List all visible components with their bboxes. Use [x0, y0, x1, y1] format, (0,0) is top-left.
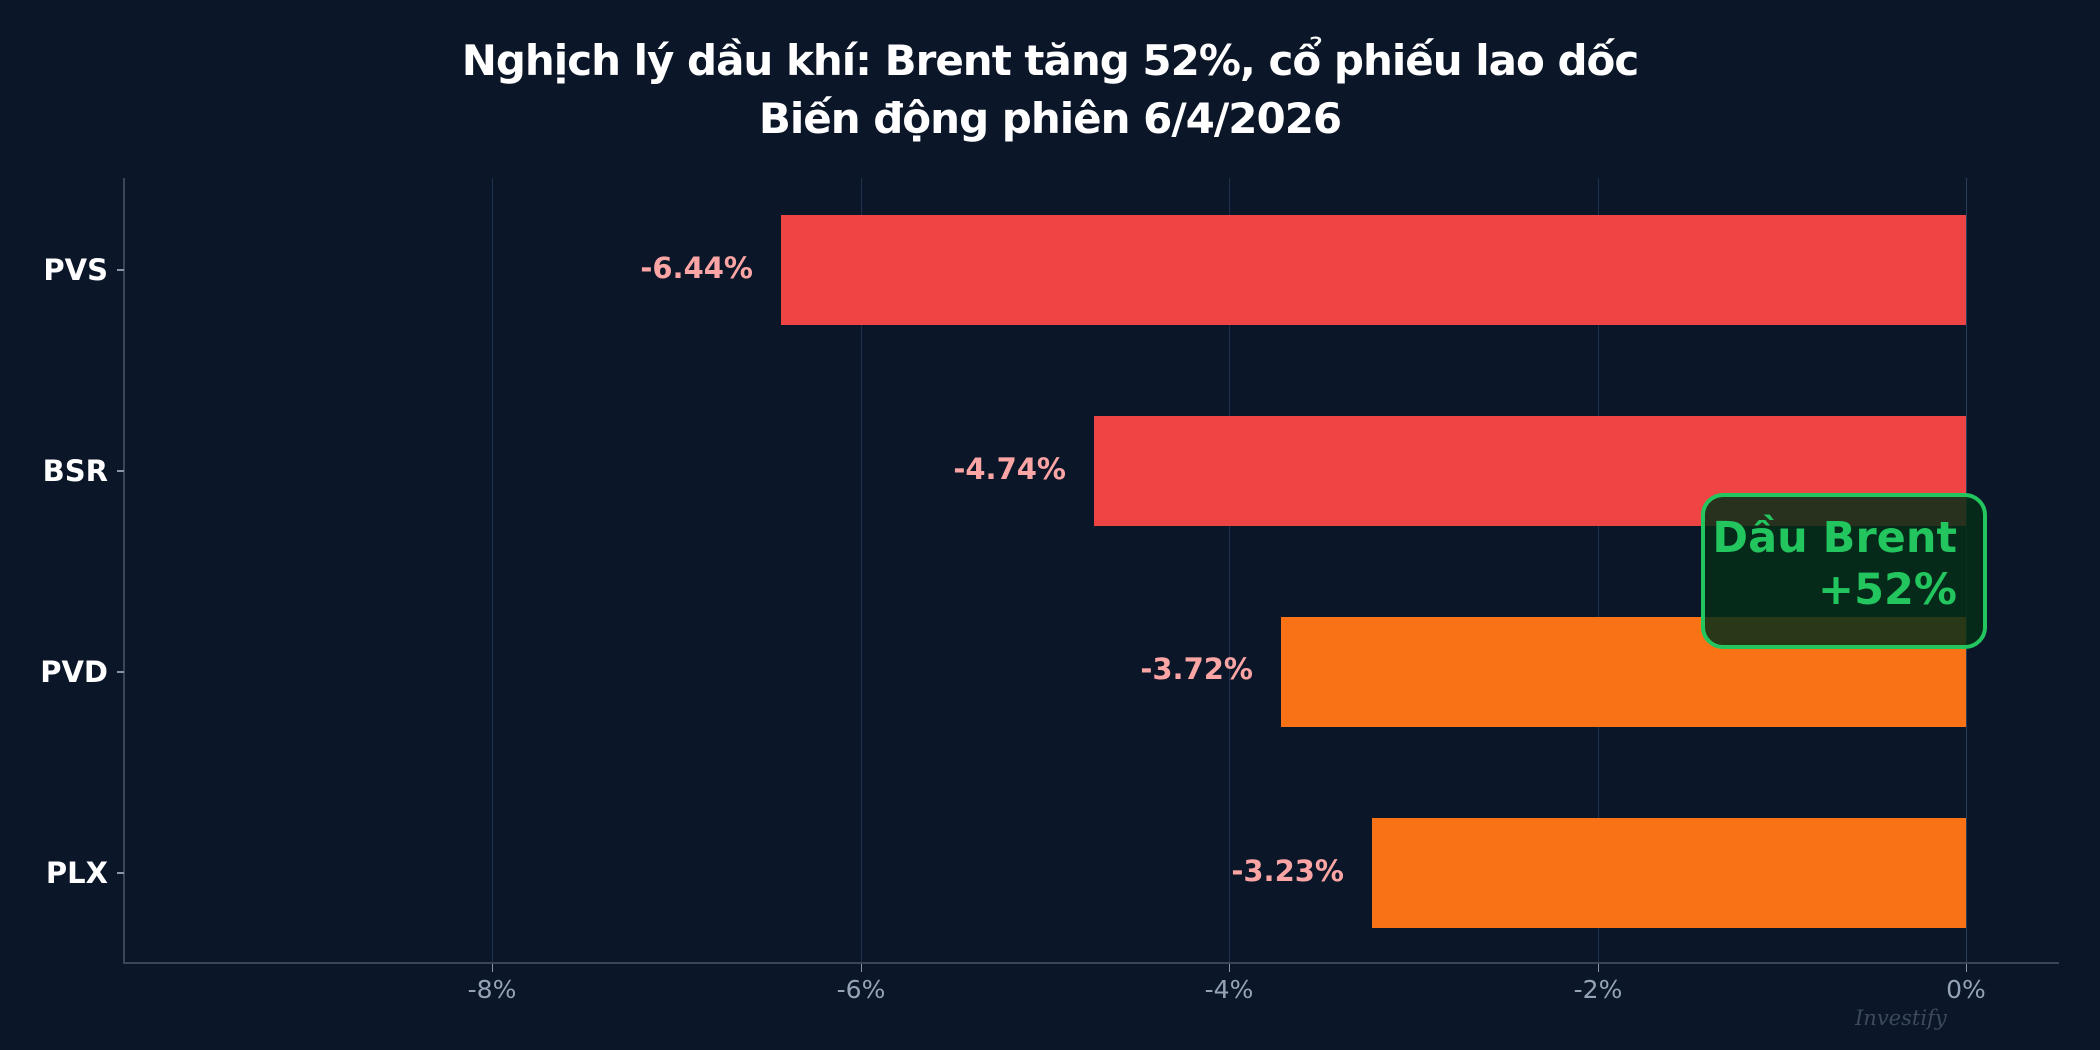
- y-label-pvd: PVD: [40, 655, 108, 689]
- chart-title-line1: Nghịch lý dầu khí: Brent tăng 52%, cổ ph…: [461, 36, 1640, 85]
- annotation-line1: Dầu Brent: [1712, 513, 1957, 563]
- x-label: -4%: [1204, 975, 1254, 1004]
- x-tick: [1598, 964, 1599, 972]
- value-label-pvs: -6.44%: [640, 251, 753, 285]
- y-tick: [117, 470, 124, 472]
- x-tick: [1229, 964, 1230, 972]
- watermark: Investify: [1855, 1006, 1947, 1030]
- brent-annotation-box: Dầu Brent +52%: [1701, 493, 1987, 649]
- gridline: [861, 178, 862, 962]
- value-label-plx: -3.23%: [1231, 854, 1344, 888]
- y-tick: [117, 872, 124, 874]
- x-label: -6%: [836, 975, 886, 1004]
- value-label-bsr: -4.74%: [953, 452, 1066, 486]
- x-tick: [1966, 964, 1967, 972]
- bar-pvs: [781, 215, 1966, 325]
- x-label: -2%: [1573, 975, 1623, 1004]
- gridline: [1229, 178, 1230, 962]
- x-label: 0%: [1946, 975, 1986, 1004]
- x-axis-spine: [123, 962, 2059, 964]
- annotation-line2: +52%: [1818, 565, 1957, 615]
- y-tick: [117, 671, 124, 673]
- bar-plx: [1372, 818, 1966, 928]
- y-label-bsr: BSR: [42, 454, 108, 488]
- x-label: -8%: [467, 975, 517, 1004]
- y-label-pvs: PVS: [43, 253, 108, 287]
- value-label-pvd: -3.72%: [1140, 652, 1253, 686]
- y-label-plx: PLX: [45, 856, 108, 890]
- chart-subtitle: Biến động phiên 6/4/2026: [758, 94, 1342, 143]
- gridline: [1598, 178, 1599, 962]
- x-tick: [861, 964, 862, 972]
- x-tick: [492, 964, 493, 972]
- gridline: [492, 178, 493, 962]
- y-tick: [117, 269, 124, 271]
- y-axis-spine: [123, 178, 125, 964]
